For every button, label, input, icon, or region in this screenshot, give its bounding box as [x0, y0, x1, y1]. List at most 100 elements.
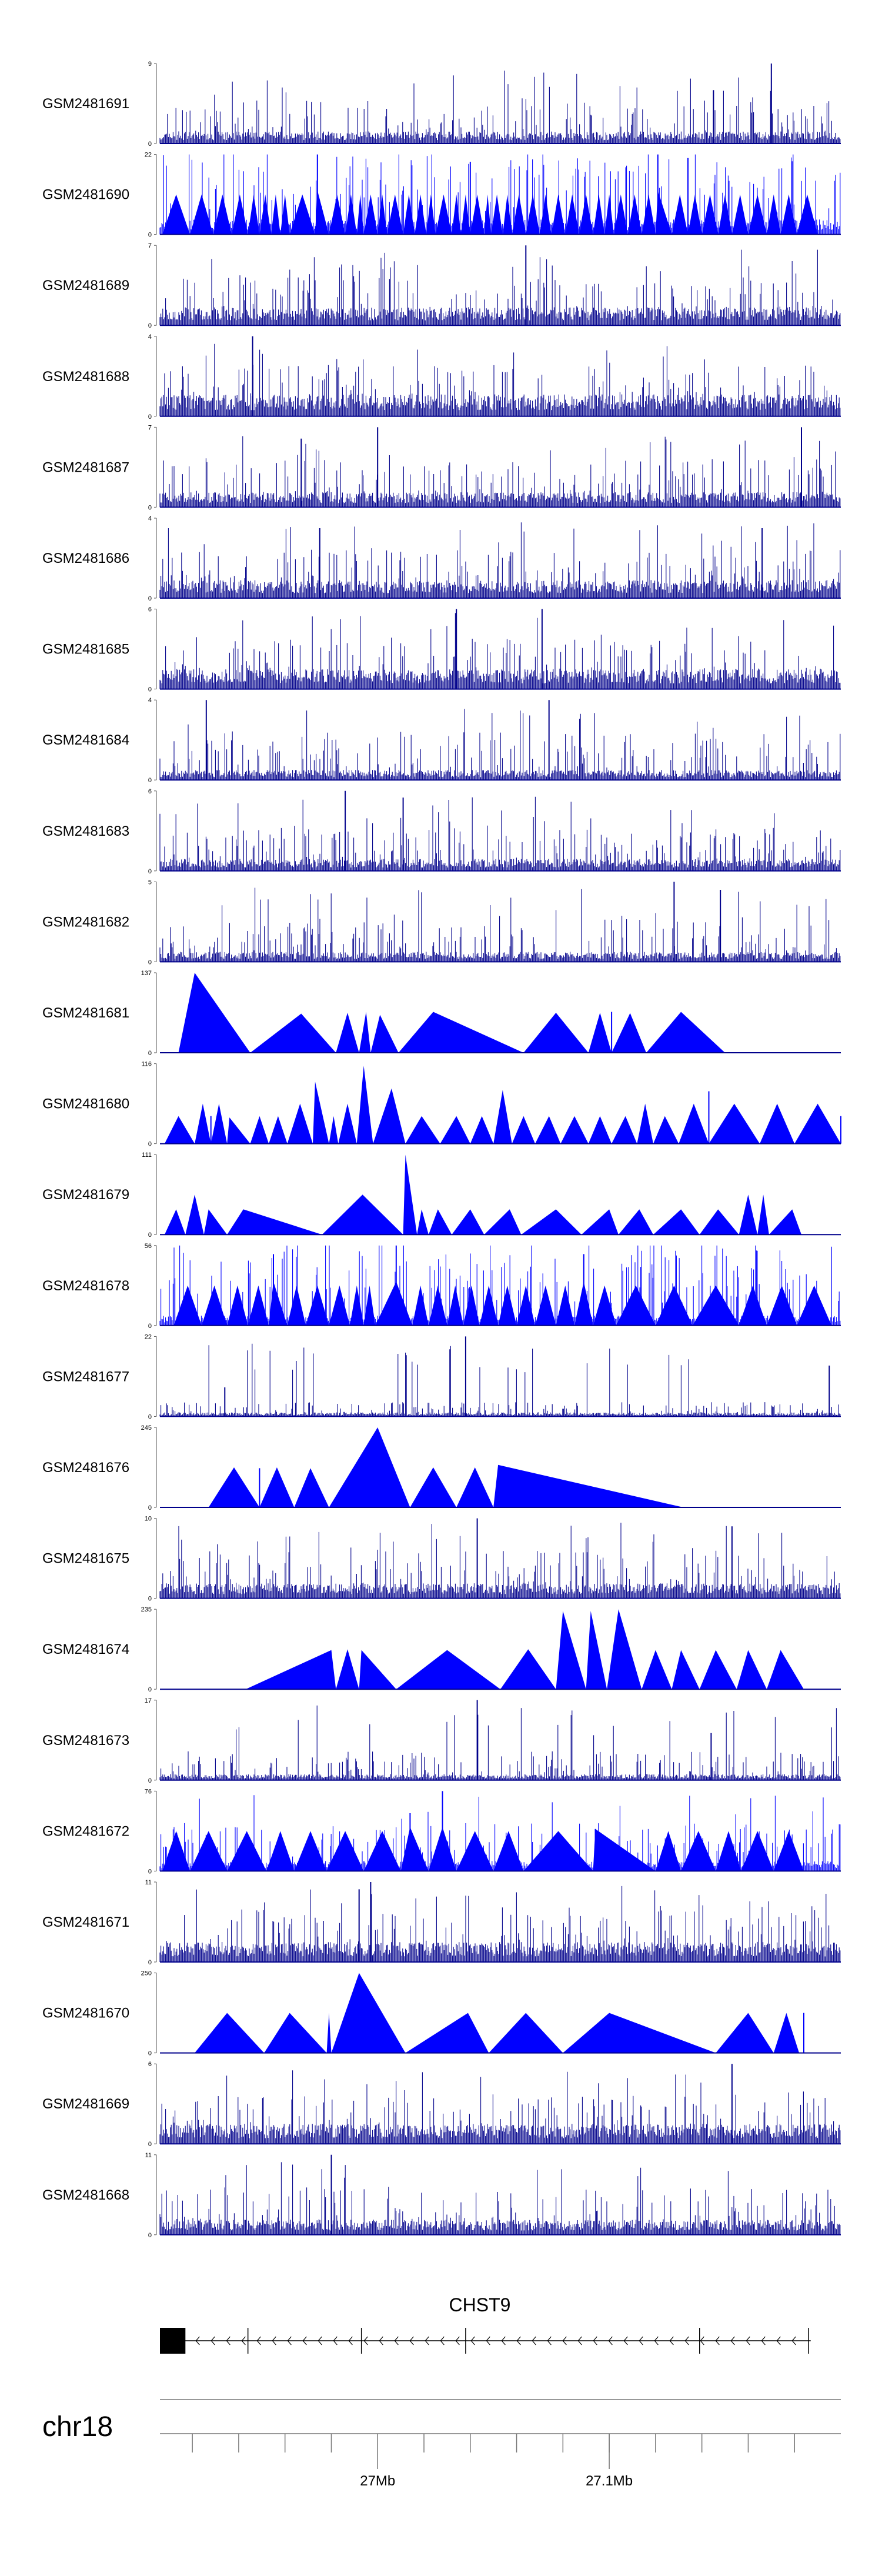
strand-arrow-icon [501, 2336, 506, 2345]
ymax-label: 4 [148, 515, 152, 522]
signal-peak [489, 2013, 563, 2053]
chromosome-axis: chr18 27Mb 27.1Mb [42, 2399, 841, 2489]
ymin-label: 0 [148, 141, 152, 148]
signal-peak [780, 194, 797, 235]
signal-bars [159, 1705, 841, 1780]
strand-arrow-icon [333, 2336, 338, 2345]
strand-arrow-icon [379, 2336, 383, 2345]
signal-peak [250, 1013, 336, 1053]
ymin-label: 0 [148, 1868, 152, 1875]
signal-peak [769, 1209, 801, 1235]
strand-arrow-icon [195, 2336, 200, 2345]
track-label: GSM2481683 [42, 823, 129, 839]
gene-model[interactable] [160, 2328, 811, 2354]
signal-peak [435, 194, 452, 235]
signal-peak [701, 194, 719, 235]
signal-peak [653, 1116, 679, 1144]
signal-peak [322, 1194, 403, 1235]
signal-peak [405, 1116, 440, 1144]
signal-peak [440, 1116, 470, 1144]
gene-label: CHST9 [449, 2294, 511, 2315]
ymin-label: 0 [148, 1596, 152, 1603]
signal-peak [716, 1831, 741, 1871]
strand-arrow-icon [669, 2336, 674, 2345]
ymax-label: 76 [145, 1788, 152, 1795]
signal-bars [159, 436, 841, 508]
signal-peak [593, 194, 605, 235]
signal-peak [248, 194, 260, 235]
signal-peak [326, 2013, 332, 2053]
track-label: GSM2481691 [42, 96, 129, 112]
signal-peak [671, 1650, 700, 1690]
signal-peak [405, 2013, 489, 2053]
strand-arrow-icon [623, 2336, 628, 2345]
signal-bars [159, 343, 841, 416]
signal-peak [588, 1116, 612, 1144]
signal-peak [373, 1088, 406, 1144]
signal-bars [159, 2070, 841, 2144]
track-label: GSM2481688 [42, 369, 129, 385]
signal-peak [463, 1285, 480, 1326]
ymax-label: 22 [145, 152, 152, 159]
ymin-label: 0 [148, 1141, 152, 1148]
signal-peak [699, 1209, 739, 1235]
signal-peak [579, 194, 593, 235]
signal-tracks: GSM248169190GSM2481690220GSM248168970GSM… [42, 61, 841, 2239]
signal-peak [794, 1103, 841, 1144]
signal-peak [412, 1285, 429, 1326]
signal-peak [259, 1467, 295, 1507]
signal-peak [773, 2013, 800, 2053]
signal-peak [287, 1103, 313, 1144]
signal-peak [336, 1649, 359, 1690]
signal-peak [618, 1209, 653, 1235]
track-label: GSM2481673 [42, 1733, 129, 1749]
track-GSM2481678: GSM2481678 56 0 [42, 1243, 841, 1330]
signal-bars [159, 796, 841, 871]
strand-arrow-icon [746, 2336, 750, 2345]
signal-peak [178, 973, 250, 1053]
signal-peak [614, 194, 628, 235]
signal-peak [359, 1012, 371, 1053]
signal-peak [315, 190, 329, 235]
signal-peak [266, 1831, 295, 1871]
signal-peak [470, 194, 485, 235]
signal-bars [159, 1523, 841, 1599]
signal-peak [195, 1103, 211, 1144]
ymin-label: 0 [148, 2232, 152, 2239]
signal-peak [264, 2013, 327, 2053]
signal-peak [741, 1831, 774, 1871]
strand-arrow-icon [348, 2336, 353, 2345]
signal-peak [551, 194, 566, 235]
signal-peak [523, 1013, 589, 1053]
signal-peak [410, 1467, 457, 1507]
signal-peak [201, 1285, 228, 1326]
ymax-label: 5 [148, 879, 152, 886]
ymin-label: 0 [148, 1777, 152, 1784]
signal-peak [338, 1103, 357, 1144]
track-GSM2481688: GSM2481688 4 0 [42, 333, 841, 421]
ymax-label: 6 [148, 606, 152, 613]
signal-peak [195, 2013, 265, 2053]
signal-peak [709, 1103, 760, 1144]
ymax-label: 235 [141, 1606, 152, 1613]
signal-peak [493, 1090, 512, 1144]
signal-peak [491, 194, 503, 235]
signal-bars [159, 522, 841, 598]
signal-peak [767, 194, 781, 235]
track-GSM2481680: GSM2481680 116 0 [42, 1061, 841, 1148]
strand-arrow-icon [516, 2336, 521, 2345]
signal-peak [731, 194, 749, 235]
signal-peak [269, 1282, 288, 1326]
track-GSM2481675: GSM2481675 10 0 [42, 1516, 841, 1603]
signal-peak [164, 1209, 186, 1235]
signal-peak [773, 1831, 804, 1871]
signal-peak [688, 194, 702, 235]
ymax-label: 56 [145, 1243, 152, 1250]
ymin-label: 0 [148, 1413, 152, 1420]
signal-peak [797, 194, 818, 235]
track-GSM2481668: GSM2481668 11 0 [42, 2152, 841, 2239]
signal-peak [294, 1831, 327, 1871]
signal-peak [287, 1285, 306, 1326]
signal-peak [456, 1831, 494, 1871]
ymax-label: 10 [145, 1516, 152, 1523]
